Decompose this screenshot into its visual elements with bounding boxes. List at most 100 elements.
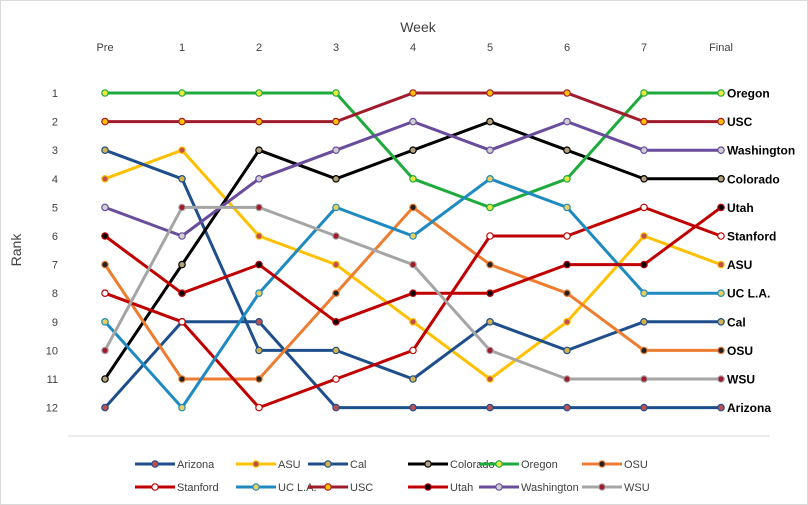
data-point: [486, 89, 494, 97]
x-tick-label: 1: [179, 42, 185, 54]
legend-label: WSU: [624, 482, 650, 494]
data-point: [101, 260, 109, 269]
series-stanford: [101, 203, 725, 412]
data-point: [332, 346, 340, 355]
data-point: [332, 232, 340, 240]
data-point: [255, 260, 263, 269]
data-point: [717, 203, 725, 212]
data-point: [563, 146, 571, 155]
x-tick-labels: Pre 1 2 3 4 5 6 7 Final: [96, 42, 732, 54]
data-point: [640, 403, 648, 412]
y-tick-label: 9: [52, 317, 58, 329]
legend-marker: [424, 460, 432, 468]
data-point: [332, 317, 340, 326]
y-tick-label: 7: [52, 260, 58, 272]
data-point: [101, 289, 109, 298]
data-point: [640, 89, 648, 97]
y-tick-label: 11: [47, 374, 58, 386]
legend-item: Oregon: [479, 459, 558, 471]
legend-marker: [151, 460, 159, 468]
data-point: [640, 203, 648, 212]
data-point: [409, 289, 417, 298]
data-point: [101, 375, 109, 383]
data-point: [640, 375, 648, 383]
data-point: [101, 317, 109, 326]
x-tick-label: 4: [410, 42, 416, 54]
data-point: [486, 317, 494, 326]
data-point: [486, 375, 494, 383]
data-point: [717, 289, 725, 298]
data-point: [563, 89, 571, 97]
end-label: ASU: [727, 258, 752, 272]
data-point: [717, 403, 725, 412]
y-tick-label: 3: [52, 145, 58, 157]
data-point: [486, 289, 494, 298]
data-point: [332, 89, 340, 97]
data-point: [255, 203, 263, 212]
data-point: [640, 146, 648, 155]
data-point: [640, 346, 648, 355]
legend: Arizona ASU Cal Colorado Oregon OSU Stanford UC…: [135, 459, 650, 494]
legend-label: UC L.A.: [278, 482, 317, 494]
data-point: [409, 232, 417, 240]
data-point: [332, 117, 340, 126]
data-point: [563, 317, 571, 326]
legend-item: Stanford: [135, 482, 219, 494]
legend-label: Cal: [350, 459, 367, 471]
legend-marker: [424, 483, 432, 491]
series-usc: [101, 89, 725, 126]
data-point: [178, 89, 186, 97]
legend-label: Oregon: [521, 459, 558, 471]
series-osu: [101, 203, 725, 383]
data-point: [486, 403, 494, 412]
series-washington: [101, 117, 725, 240]
data-point: [332, 375, 340, 383]
x-tick-label: 2: [256, 42, 262, 54]
end-label: Washington: [727, 144, 795, 158]
data-point: [178, 117, 186, 126]
data-point: [332, 260, 340, 269]
legend-marker: [598, 460, 606, 468]
data-point: [255, 346, 263, 355]
x-tick-label: 5: [487, 42, 493, 54]
series-lines: [101, 89, 725, 412]
legend-marker: [495, 483, 503, 491]
end-label: USC: [727, 115, 753, 129]
legend-marker: [252, 483, 260, 491]
legend-marker: [324, 483, 332, 491]
data-point: [409, 175, 417, 183]
legend-marker: [495, 460, 503, 468]
data-point: [101, 346, 109, 355]
data-point: [255, 403, 263, 412]
data-point: [717, 260, 725, 269]
y-tick-label: 12: [46, 403, 58, 415]
data-point: [640, 117, 648, 126]
end-labels: Oregon USC Washington Colorado Utah Stanford A…: [727, 87, 795, 416]
data-point: [332, 175, 340, 183]
data-point: [101, 89, 109, 97]
data-point: [409, 89, 417, 97]
y-tick-label: 6: [52, 231, 58, 243]
data-point: [255, 175, 263, 183]
data-point: [486, 175, 494, 183]
data-point: [717, 117, 725, 126]
y-tick-label: 2: [52, 117, 58, 129]
legend-label: USC: [350, 482, 373, 494]
x-tick-label: 3: [333, 42, 339, 54]
data-point: [717, 175, 725, 183]
data-point: [717, 346, 725, 355]
data-point: [563, 175, 571, 183]
data-point: [717, 89, 725, 97]
x-tick-label: 6: [564, 42, 570, 54]
data-point: [563, 403, 571, 412]
data-point: [255, 117, 263, 126]
data-point: [255, 232, 263, 240]
legend-item: UC L.A.: [236, 482, 317, 494]
y-tick-label: 10: [46, 345, 58, 357]
end-label: Arizona: [727, 401, 771, 415]
data-point: [409, 260, 417, 269]
data-point: [101, 203, 109, 212]
legend-marker: [598, 483, 606, 491]
